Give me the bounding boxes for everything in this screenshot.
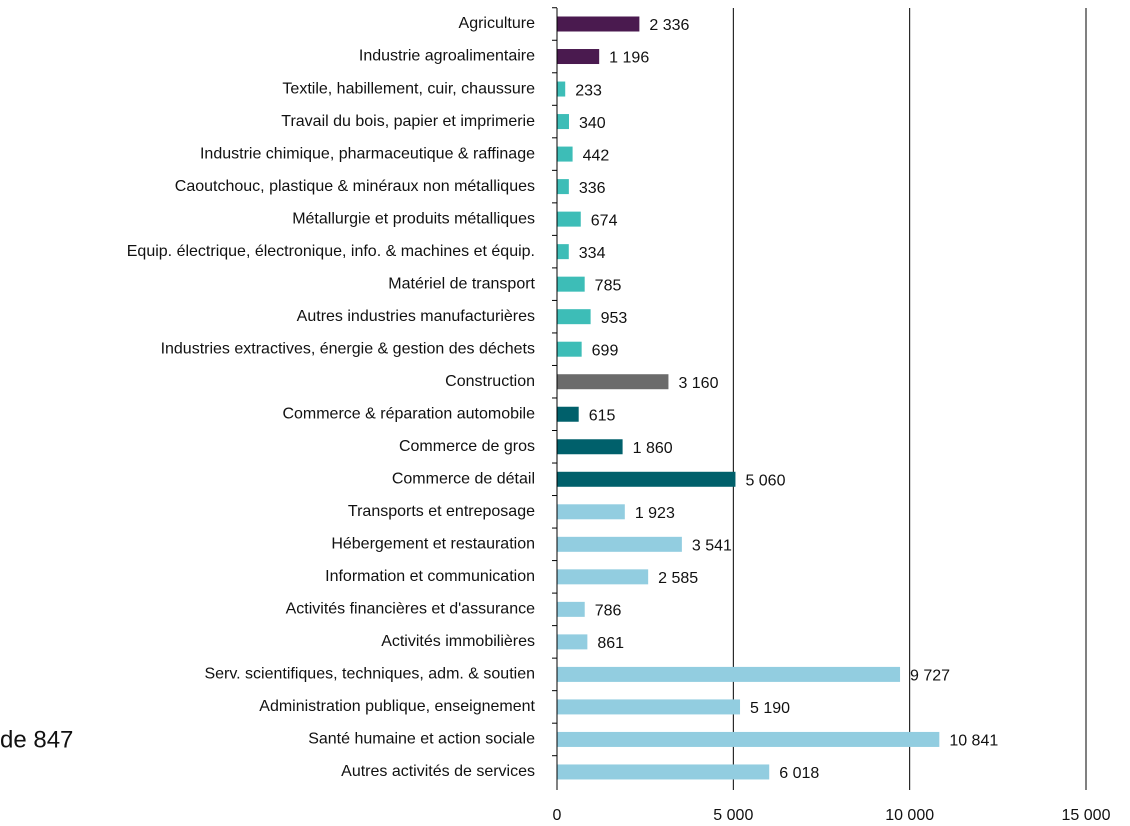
y-tick-label: Travail du bois, papier et imprimerie bbox=[281, 113, 535, 130]
y-tick-label: Autres activités de services bbox=[341, 763, 535, 780]
bar bbox=[557, 764, 770, 780]
y-tick-label: Transports et entreposage bbox=[348, 503, 535, 520]
y-tick-label: Industrie agroalimentaire bbox=[359, 48, 535, 65]
annotation: de 847 bbox=[0, 726, 73, 753]
bar bbox=[557, 406, 579, 422]
y-tick-label: Industries extractives, énergie & gestio… bbox=[161, 340, 535, 357]
value-label: 442 bbox=[583, 147, 610, 164]
value-label: 615 bbox=[589, 407, 616, 424]
bar bbox=[557, 276, 585, 292]
y-tick-label: Métallurgie et produits métalliques bbox=[292, 210, 535, 227]
y-tick-label: Caoutchouc, plastique & minéraux non mét… bbox=[175, 178, 535, 195]
value-label: 10 841 bbox=[949, 733, 998, 750]
value-label: 786 bbox=[595, 603, 622, 620]
y-tick-label: Information et communication bbox=[325, 568, 535, 585]
bar bbox=[557, 731, 940, 747]
bar bbox=[557, 309, 591, 325]
bar bbox=[557, 666, 901, 682]
bar bbox=[557, 601, 585, 617]
y-tick-label: Santé humaine et action sociale bbox=[308, 731, 535, 748]
bar bbox=[557, 211, 581, 227]
x-tick-label: 0 bbox=[553, 807, 562, 824]
value-label: 699 bbox=[592, 342, 619, 359]
bar bbox=[557, 569, 649, 585]
value-label: 1 196 bbox=[609, 50, 649, 67]
value-label: 9 727 bbox=[910, 668, 950, 685]
bar bbox=[557, 699, 741, 715]
bar bbox=[557, 81, 566, 97]
bar bbox=[557, 244, 569, 260]
x-tick-label: 5 000 bbox=[713, 807, 753, 824]
value-label: 2 336 bbox=[649, 17, 689, 34]
value-label: 2 585 bbox=[658, 570, 698, 587]
bar bbox=[557, 504, 625, 520]
y-tick-label: Equip. électrique, électronique, info. &… bbox=[127, 243, 535, 260]
y-tick-label: Commerce de gros bbox=[399, 438, 535, 455]
y-tick-label: Activités immobilières bbox=[381, 633, 535, 650]
bar bbox=[557, 114, 569, 130]
bar bbox=[557, 634, 588, 650]
bar bbox=[557, 471, 736, 487]
bar bbox=[557, 179, 569, 195]
value-label: 3 541 bbox=[692, 538, 732, 555]
value-label: 340 bbox=[579, 115, 606, 132]
y-tick-label: Matériel de transport bbox=[388, 275, 535, 292]
value-label: 953 bbox=[601, 310, 628, 327]
value-label: 861 bbox=[597, 635, 624, 652]
value-label: 5 060 bbox=[745, 472, 785, 489]
x-tick-label: 10 000 bbox=[885, 807, 934, 824]
value-label: 1 860 bbox=[633, 440, 673, 457]
x-tick-label: 15 000 bbox=[1062, 807, 1111, 824]
value-label: 5 190 bbox=[750, 700, 790, 717]
bar bbox=[557, 146, 573, 162]
y-tick-label: Industrie chimique, pharmaceutique & raf… bbox=[200, 145, 535, 162]
bar bbox=[557, 536, 682, 552]
y-tick-label: Textile, habillement, cuir, chaussure bbox=[282, 80, 535, 97]
y-tick-label: Hébergement et restauration bbox=[331, 536, 535, 553]
y-tick-label: Agriculture bbox=[459, 15, 536, 32]
y-tick-label: Activités financières et d'assurance bbox=[286, 601, 536, 618]
bar bbox=[557, 16, 640, 32]
y-tick-label: Commerce & réparation automobile bbox=[282, 405, 535, 422]
value-label: 3 160 bbox=[678, 375, 718, 392]
value-label: 336 bbox=[579, 180, 606, 197]
y-tick-label: Autres industries manufacturières bbox=[297, 308, 535, 325]
bar bbox=[557, 439, 623, 455]
bar bbox=[557, 374, 669, 390]
y-tick-label: Commerce de détail bbox=[392, 470, 535, 487]
value-label: 6 018 bbox=[779, 765, 819, 782]
value-label: 785 bbox=[595, 277, 622, 294]
y-tick-label: Serv. scientifiques, techniques, adm. & … bbox=[204, 666, 535, 683]
y-tick-label: Administration publique, enseignement bbox=[259, 698, 535, 715]
bar bbox=[557, 341, 582, 357]
value-label: 334 bbox=[579, 245, 606, 262]
value-label: 1 923 bbox=[635, 505, 675, 522]
value-label: 674 bbox=[591, 212, 618, 229]
value-label: 233 bbox=[575, 82, 602, 99]
y-tick-label: Construction bbox=[445, 373, 535, 390]
bar bbox=[557, 49, 600, 65]
